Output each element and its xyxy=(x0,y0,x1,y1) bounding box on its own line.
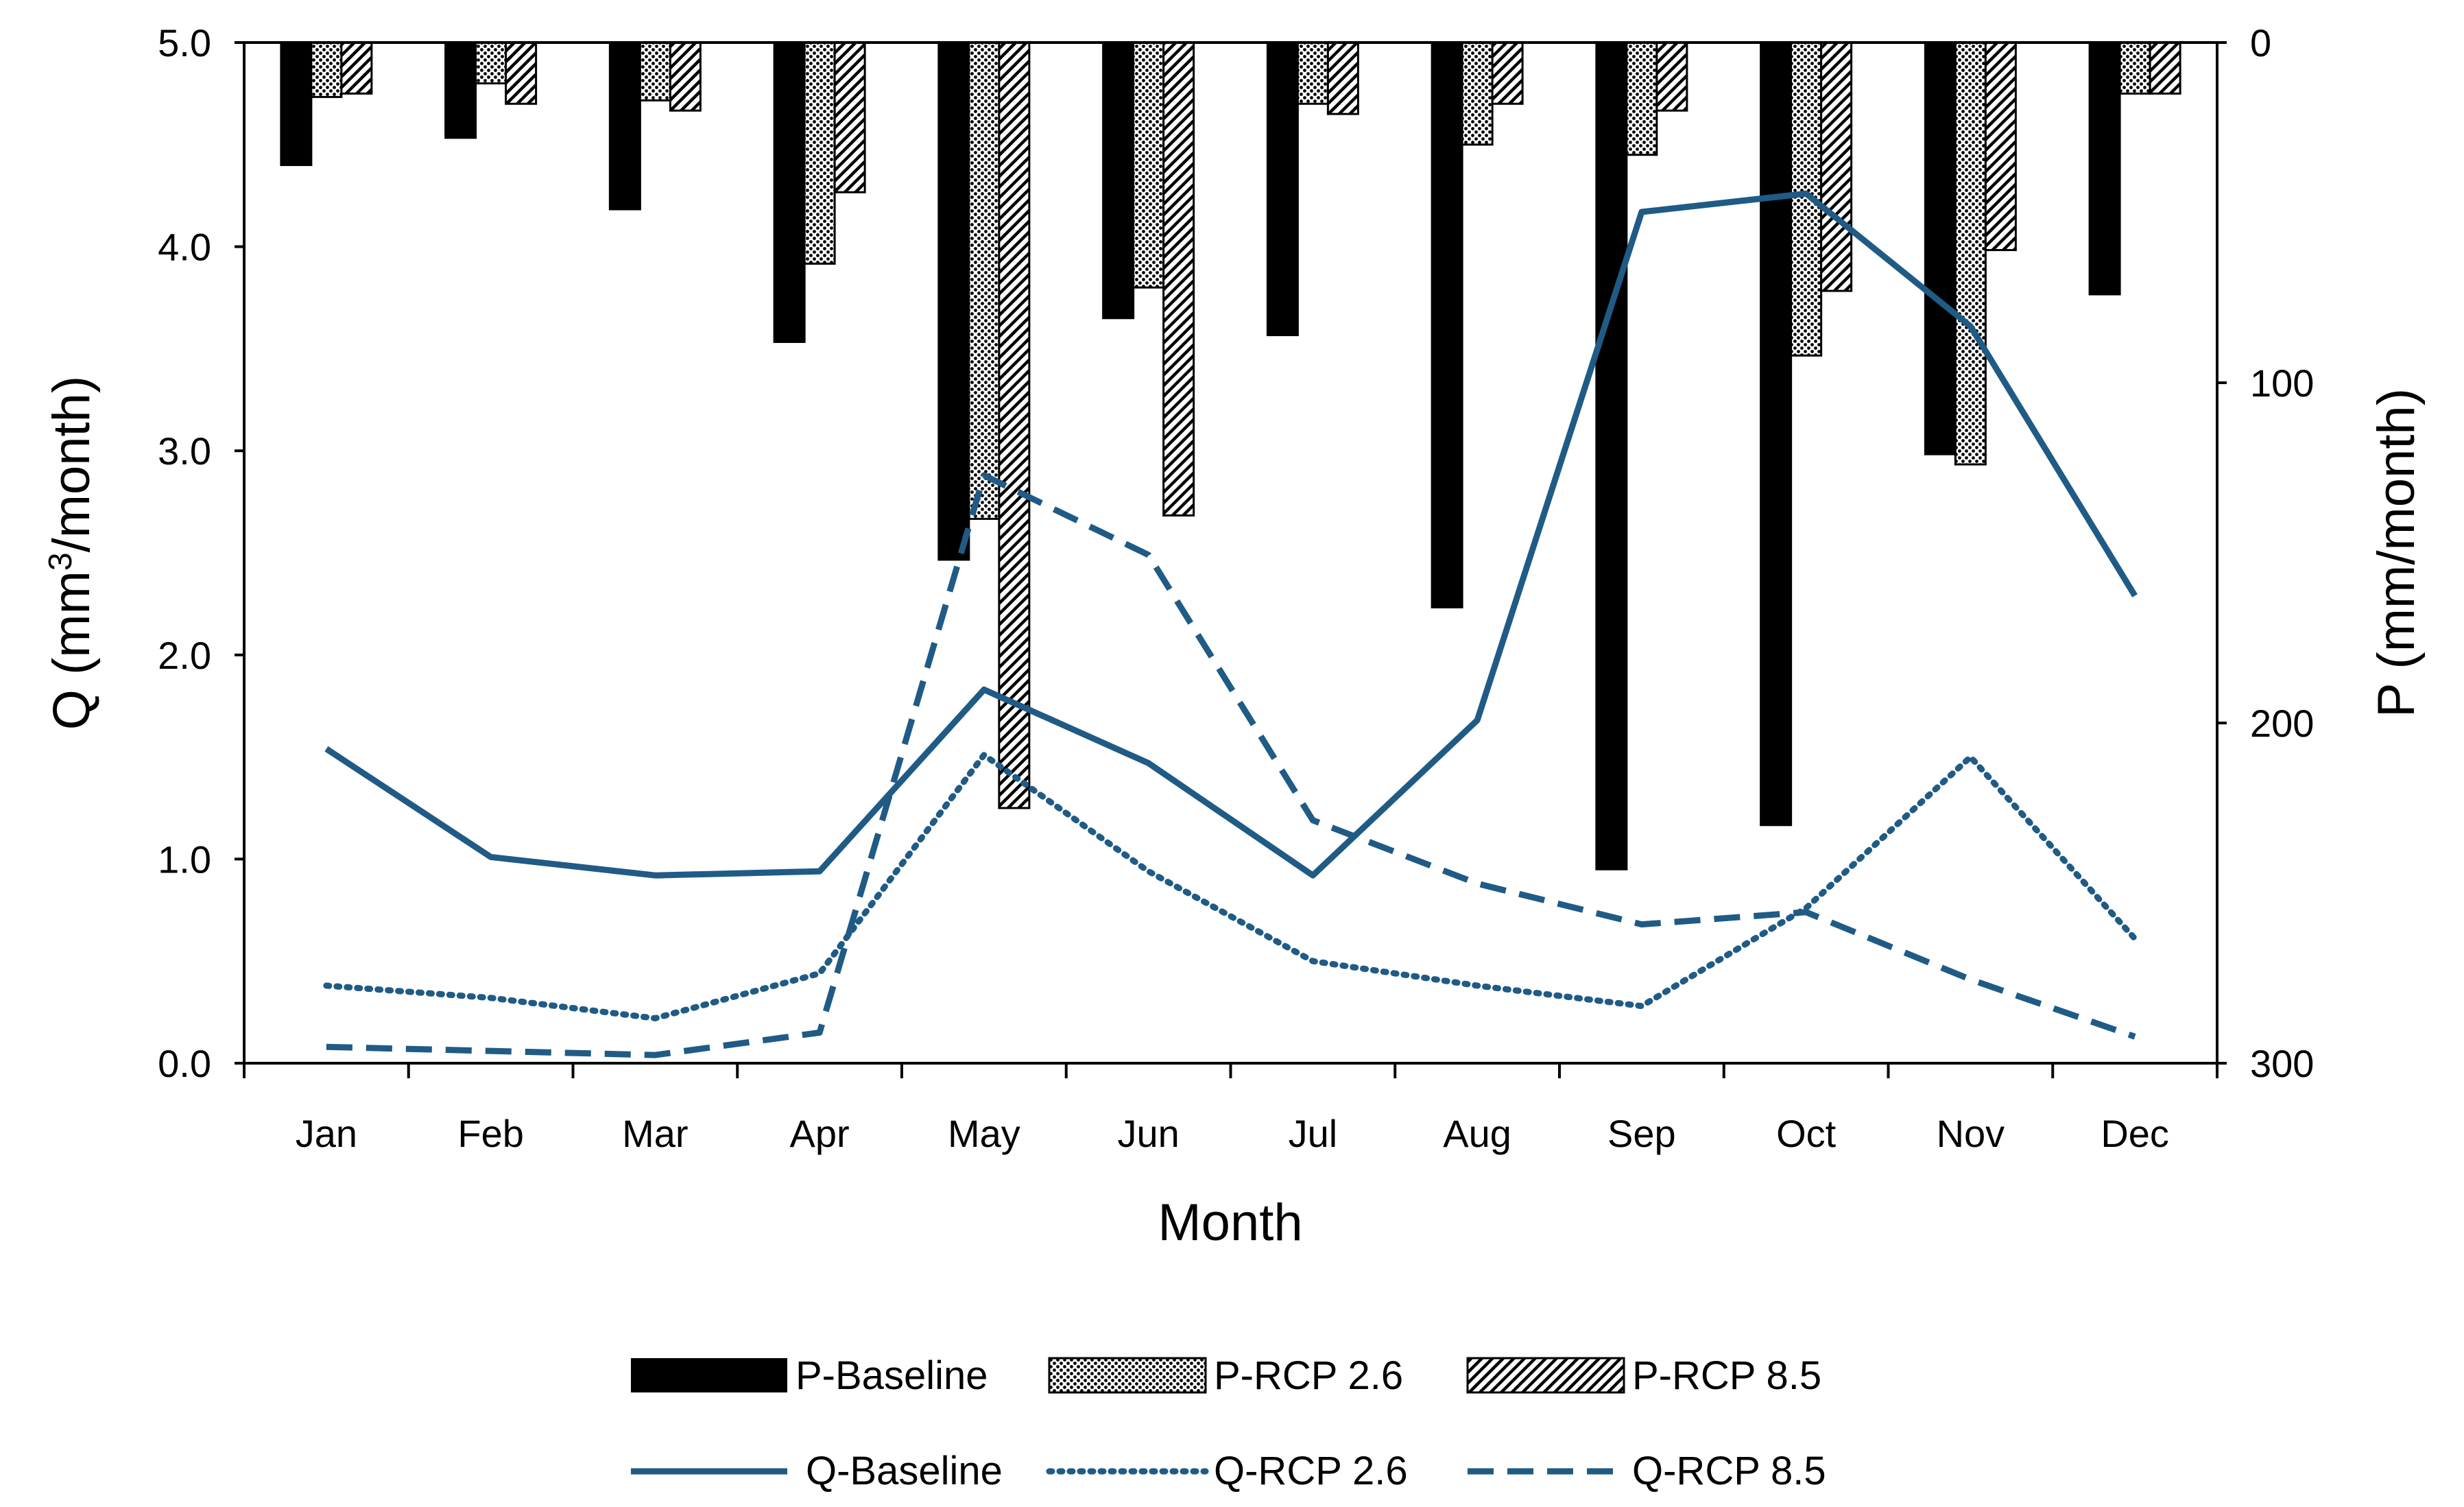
x-tick-label-apr: Apr xyxy=(790,1112,850,1155)
legend-item-p-baseline: P-Baseline xyxy=(631,1353,988,1398)
bar-p-rcp-8-5-sep xyxy=(1655,41,1688,112)
legend: P-Baseline P-RCP 2.6 P-RCP 8.5 Q-Baselin… xyxy=(631,1353,1826,1493)
bar-p-baseline-apr xyxy=(773,41,806,343)
x-tick-label-dec: Dec xyxy=(2101,1112,2169,1155)
left-tick-label: 5.0 xyxy=(158,21,211,64)
x-tick-label-jan: Jan xyxy=(296,1112,357,1155)
x-axis-ticks: Jan Feb Mar Apr May Jun Jul Aug Sep Oct Nov Dec xyxy=(243,1063,2218,1155)
left-tick-label: 0.0 xyxy=(158,1042,211,1085)
bar-p-baseline-jul xyxy=(1266,41,1299,337)
bar-p-baseline-jan xyxy=(280,41,313,167)
bar-p-baseline-may xyxy=(937,41,970,561)
legend-item-q-baseline: Q-Baseline xyxy=(631,1449,1003,1493)
bar-p-rcp-2-6-jun xyxy=(1132,41,1165,289)
x-axis-title: Month xyxy=(1158,1194,1302,1252)
left-axis-title-tail: /month) xyxy=(43,376,101,553)
bar-p-rcp-8-5-nov xyxy=(1984,41,2017,252)
x-tick-label-may: May xyxy=(948,1112,1020,1155)
bar-p-rcp-8-5-mar xyxy=(669,41,702,112)
line-q-baseline xyxy=(324,190,2138,879)
bar-p-rcp-8-5-oct xyxy=(1820,41,1853,292)
bar-p-rcp-2-6-apr xyxy=(803,41,836,265)
bar-p-rcp-8-5-aug xyxy=(1491,41,1524,105)
x-tick-label-oct: Oct xyxy=(1776,1112,1837,1155)
bar-p-rcp-8-5-may xyxy=(998,41,1031,809)
x-tick-label-sep: Sep xyxy=(1607,1112,1676,1155)
bar-p-rcp-2-6-aug xyxy=(1461,41,1494,146)
legend-label-p-rcp26: P-RCP 2.6 xyxy=(1214,1353,1403,1398)
right-axis-title: P (mm/month) xyxy=(2367,388,2426,717)
right-tick-label: 0 xyxy=(2250,21,2271,64)
bar-p-rcp-2-6-feb xyxy=(475,41,507,85)
legend-item-p-rcp85: P-RCP 8.5 xyxy=(1466,1353,1821,1398)
legend-swatch-p-rcp85 xyxy=(1466,1357,1625,1394)
legend-label-q-baseline: Q-Baseline xyxy=(806,1449,1003,1493)
bar-p-baseline-dec xyxy=(2088,41,2121,296)
bar-p-rcp-8-5-feb xyxy=(505,41,538,105)
lines-layer xyxy=(323,190,2138,1058)
legend-swatch-p-baseline xyxy=(631,1358,787,1392)
legend-swatch-p-rcp26 xyxy=(1048,1357,1207,1394)
left-axis-title-main: Q (mm xyxy=(43,571,101,730)
bar-p-baseline-oct xyxy=(1760,41,1793,827)
right-axis-ticks: 0 100 200 300 xyxy=(2217,21,2314,1085)
axes xyxy=(243,41,2218,1065)
bar-p-rcp-2-6-jan xyxy=(310,41,343,98)
legend-item-q-rcp26: Q-RCP 2.6 xyxy=(1046,1449,1408,1493)
legend-label-p-baseline: P-Baseline xyxy=(796,1353,988,1398)
left-tick-label: 1.0 xyxy=(158,838,211,881)
bar-p-rcp-2-6-may xyxy=(968,41,1001,520)
bar-p-baseline-feb xyxy=(444,41,477,139)
legend-item-p-rcp26: P-RCP 2.6 xyxy=(1048,1353,1403,1398)
bars-layer xyxy=(280,41,2181,870)
legend-item-q-rcp85: Q-RCP 8.5 xyxy=(1468,1449,1826,1493)
legend-label-q-rcp85: Q-RCP 8.5 xyxy=(1632,1449,1826,1493)
left-tick-label: 2.0 xyxy=(158,634,211,677)
right-tick-label: 300 xyxy=(2250,1042,2314,1085)
bar-p-rcp-8-5-jan xyxy=(340,41,373,95)
legend-label-p-rcp85: P-RCP 8.5 xyxy=(1632,1353,1821,1398)
x-tick-label-jun: Jun xyxy=(1117,1112,1179,1155)
bar-p-baseline-aug xyxy=(1431,41,1463,608)
bar-p-rcp-2-6-mar xyxy=(638,41,671,102)
right-tick-label: 200 xyxy=(2250,702,2314,745)
bar-p-baseline-mar xyxy=(608,41,641,211)
x-tick-label-aug: Aug xyxy=(1443,1112,1511,1155)
bar-p-rcp-2-6-sep xyxy=(1625,41,1658,156)
bar-p-rcp-2-6-nov xyxy=(1954,41,1987,466)
bar-p-rcp-2-6-jul xyxy=(1296,41,1329,105)
legend-label-q-rcp26: Q-RCP 2.6 xyxy=(1214,1449,1408,1493)
bar-p-baseline-sep xyxy=(1595,41,1628,870)
bar-p-rcp-8-5-apr xyxy=(833,41,866,193)
left-tick-label: 3.0 xyxy=(158,429,211,473)
bar-p-rcp-8-5-jul xyxy=(1326,41,1359,115)
x-tick-label-feb: Feb xyxy=(457,1112,524,1155)
bar-p-rcp-8-5-jun xyxy=(1162,41,1195,517)
line-q-rcp-2-6 xyxy=(323,752,2138,1022)
bar-p-rcp-8-5-dec xyxy=(2149,41,2181,95)
x-tick-label-nov: Nov xyxy=(1937,1112,2005,1155)
left-axis-ticks: 0.0 1.0 2.0 3.0 4.0 5.0 xyxy=(158,21,244,1085)
x-tick-label-jul: Jul xyxy=(1289,1112,1338,1155)
bar-p-baseline-jun xyxy=(1102,41,1135,320)
left-axis-title: Q (mm3/month) xyxy=(43,376,101,731)
line-q-rcp-8-5 xyxy=(326,472,2136,1058)
x-tick-label-mar: Mar xyxy=(622,1112,688,1155)
bar-p-rcp-2-6-dec xyxy=(2118,41,2151,95)
bar-p-baseline-nov xyxy=(1924,41,1957,455)
right-tick-label: 100 xyxy=(2250,361,2314,405)
left-axis-title-sup: 3 xyxy=(43,552,79,571)
left-tick-label: 4.0 xyxy=(158,226,211,269)
